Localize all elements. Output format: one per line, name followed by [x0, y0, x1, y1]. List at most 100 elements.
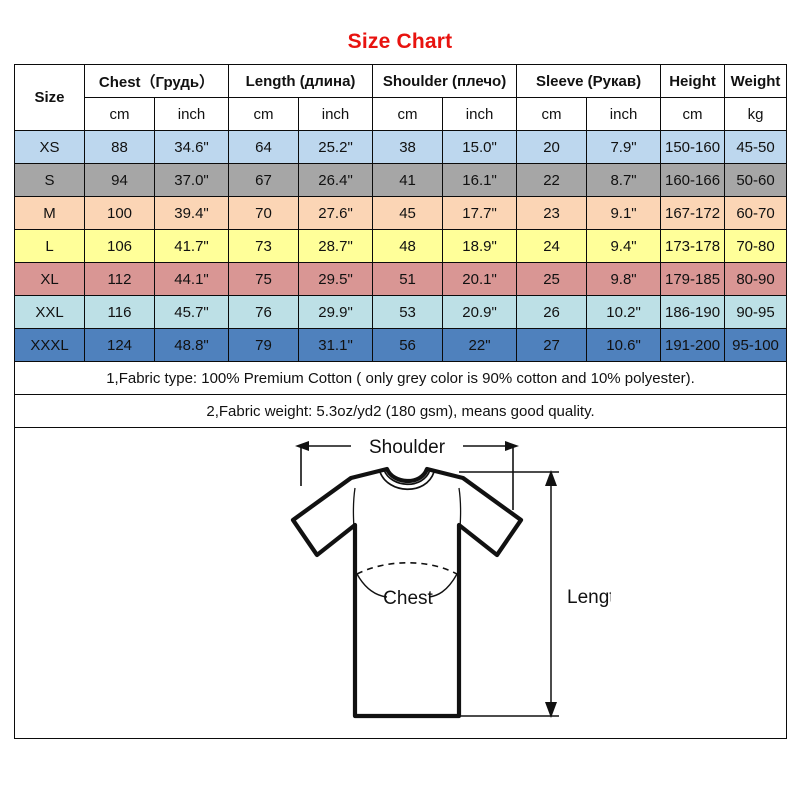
cell-size: XXXL: [14, 328, 85, 362]
cell-length-in: 25.2": [298, 130, 374, 164]
cell-sleeve-cm: 25: [516, 262, 588, 296]
shoulder-label: Shoulder: [368, 437, 445, 458]
cell-sleeve-cm: 23: [516, 196, 588, 230]
table-header: Size Chest（Грудь） Length (длина) Shoulde…: [14, 64, 788, 131]
cell-shoulder-cm: 56: [372, 328, 444, 362]
header-group-chest: Chest（Грудь）: [83, 64, 230, 98]
header-row-units: cm inch cm inch cm inch cm inch cm kg: [15, 97, 788, 131]
cell-chest-cm: 94: [84, 163, 155, 197]
cell-height: 186-190: [660, 295, 726, 329]
cell-sleeve-cm: 20: [516, 130, 588, 164]
cell-length-cm: 67: [228, 163, 300, 197]
cell-height: 173-178: [660, 229, 726, 263]
header-unit-shoulder-inch: inch: [442, 97, 518, 131]
page-title: Size Chart: [347, 30, 453, 53]
cell-size: XL: [14, 262, 85, 296]
cell-chest-cm: 88: [84, 130, 155, 164]
cell-length-in: 29.5": [298, 262, 374, 296]
header-unit-length-inch: inch: [298, 97, 374, 131]
cell-shoulder-in: 15.0": [442, 130, 518, 164]
chest-arc-right: [428, 573, 458, 598]
cell-sleeve-in: 9.1": [586, 196, 662, 230]
tshirt-outline: [290, 466, 523, 719]
footnote-fabric-type: 1,Fabric type: 100% Premium Cotton ( onl…: [13, 361, 788, 395]
cell-sleeve-in: 8.7": [586, 163, 662, 197]
cell-size: XS: [14, 130, 85, 164]
cell-length-cm: 64: [228, 130, 300, 164]
cell-length-in: 28.7": [298, 229, 374, 263]
cell-sleeve-cm: 27: [516, 328, 588, 362]
header-group-sleeve: Sleeve (Рукав): [516, 64, 662, 98]
cell-weight: 70-80: [724, 229, 788, 263]
header-unit-length-cm: cm: [228, 97, 300, 131]
cell-height: 179-185: [660, 262, 726, 296]
table-row: XL 112 44.1" 75 29.5" 51 20.1" 25 9.8" 179-185 80-…: [14, 262, 788, 296]
length-arrow-up-icon: [544, 470, 557, 486]
cell-chest-cm: 116: [84, 295, 155, 329]
size-chart-table: Size Chest（Грудь） Length (длина) Shoulde…: [13, 64, 788, 739]
diagram-row: Shoulder: [13, 427, 788, 739]
collar-inner-line: [382, 469, 431, 486]
collar-outer-line: [378, 471, 435, 491]
header-weight: Weight: [724, 64, 788, 98]
cell-size: M: [14, 196, 85, 230]
header-height: Height: [660, 64, 726, 98]
shoulder-arrow-right-icon: [504, 441, 519, 451]
cell-chest-in: 48.8": [153, 328, 230, 362]
cell-length-cm: 76: [228, 295, 300, 329]
header-unit-height-cm: cm: [660, 97, 726, 131]
table-body: XS 88 34.6" 64 25.2" 38 15.0" 20 7.9" 150-160 45-5…: [14, 130, 788, 362]
cell-size: S: [14, 163, 85, 197]
cell-sleeve-cm: 22: [516, 163, 588, 197]
sleeve-seam-left: [352, 487, 356, 547]
header-unit-chest-inch: inch: [153, 97, 230, 131]
table-row: S 94 37.0" 67 26.4" 41 16.1" 22 8.7" 160-166 50-60: [14, 163, 788, 197]
cell-sleeve-in: 10.6": [586, 328, 662, 362]
table-row: L 106 41.7" 73 28.7" 48 18.9" 24 9.4" 173-178 70-8…: [14, 229, 788, 263]
cell-length-cm: 73: [228, 229, 300, 263]
cell-chest-cm: 106: [84, 229, 155, 263]
cell-shoulder-in: 18.9": [442, 229, 518, 263]
cell-chest-in: 34.6": [153, 130, 230, 164]
cell-chest-in: 44.1": [153, 262, 230, 296]
header-unit-shoulder-cm: cm: [372, 97, 444, 131]
cell-shoulder-cm: 38: [372, 130, 444, 164]
cell-weight: 45-50: [724, 130, 788, 164]
header-row-groups: Size Chest（Грудь） Length (длина) Shoulde…: [14, 64, 788, 131]
shoulder-dimension-line: [299, 445, 514, 510]
cell-sleeve-cm: 26: [516, 295, 588, 329]
cell-height: 191-200: [660, 328, 726, 362]
length-label: Length: [567, 587, 611, 608]
length-dimension-line: [458, 471, 559, 717]
size-chart-table-wrapper: Size Chest（Грудь） Length (длина) Shoulde…: [13, 64, 788, 739]
cell-length-cm: 75: [228, 262, 300, 296]
cell-shoulder-cm: 51: [372, 262, 444, 296]
cell-weight: 50-60: [724, 163, 788, 197]
footnote-row-1: 1,Fabric type: 100% Premium Cotton ( onl…: [13, 361, 788, 395]
table-footnotes: 1,Fabric type: 100% Premium Cotton ( onl…: [13, 361, 788, 739]
cell-height: 150-160: [660, 130, 726, 164]
cell-length-cm: 79: [228, 328, 300, 362]
table-row: XXL 116 45.7" 76 29.9" 53 20.9" 26 10.2" 186-190 9…: [14, 295, 788, 329]
cell-length-in: 27.6": [298, 196, 374, 230]
cell-sleeve-in: 7.9": [586, 130, 662, 164]
header-unit-sleeve-cm: cm: [516, 97, 588, 131]
cell-height: 160-166: [660, 163, 726, 197]
shoulder-arrow-left-icon: [294, 441, 309, 451]
cell-shoulder-in: 20.9": [442, 295, 518, 329]
cell-weight: 80-90: [724, 262, 788, 296]
cell-weight: 60-70: [724, 196, 788, 230]
cell-shoulder-cm: 48: [372, 229, 444, 263]
cell-chest-in: 41.7": [153, 229, 230, 263]
cell-size: XXL: [14, 295, 85, 329]
cell-chest-cm: 100: [84, 196, 155, 230]
cell-chest-in: 39.4": [153, 196, 230, 230]
tshirt-diagram-cell: Shoulder: [13, 427, 788, 739]
cell-sleeve-cm: 24: [516, 229, 588, 263]
cell-chest-in: 37.0": [153, 163, 230, 197]
header-unit-sleeve-inch: inch: [586, 97, 662, 131]
cell-shoulder-cm: 41: [372, 163, 444, 197]
cell-shoulder-cm: 45: [372, 196, 444, 230]
cell-length-cm: 70: [228, 196, 300, 230]
